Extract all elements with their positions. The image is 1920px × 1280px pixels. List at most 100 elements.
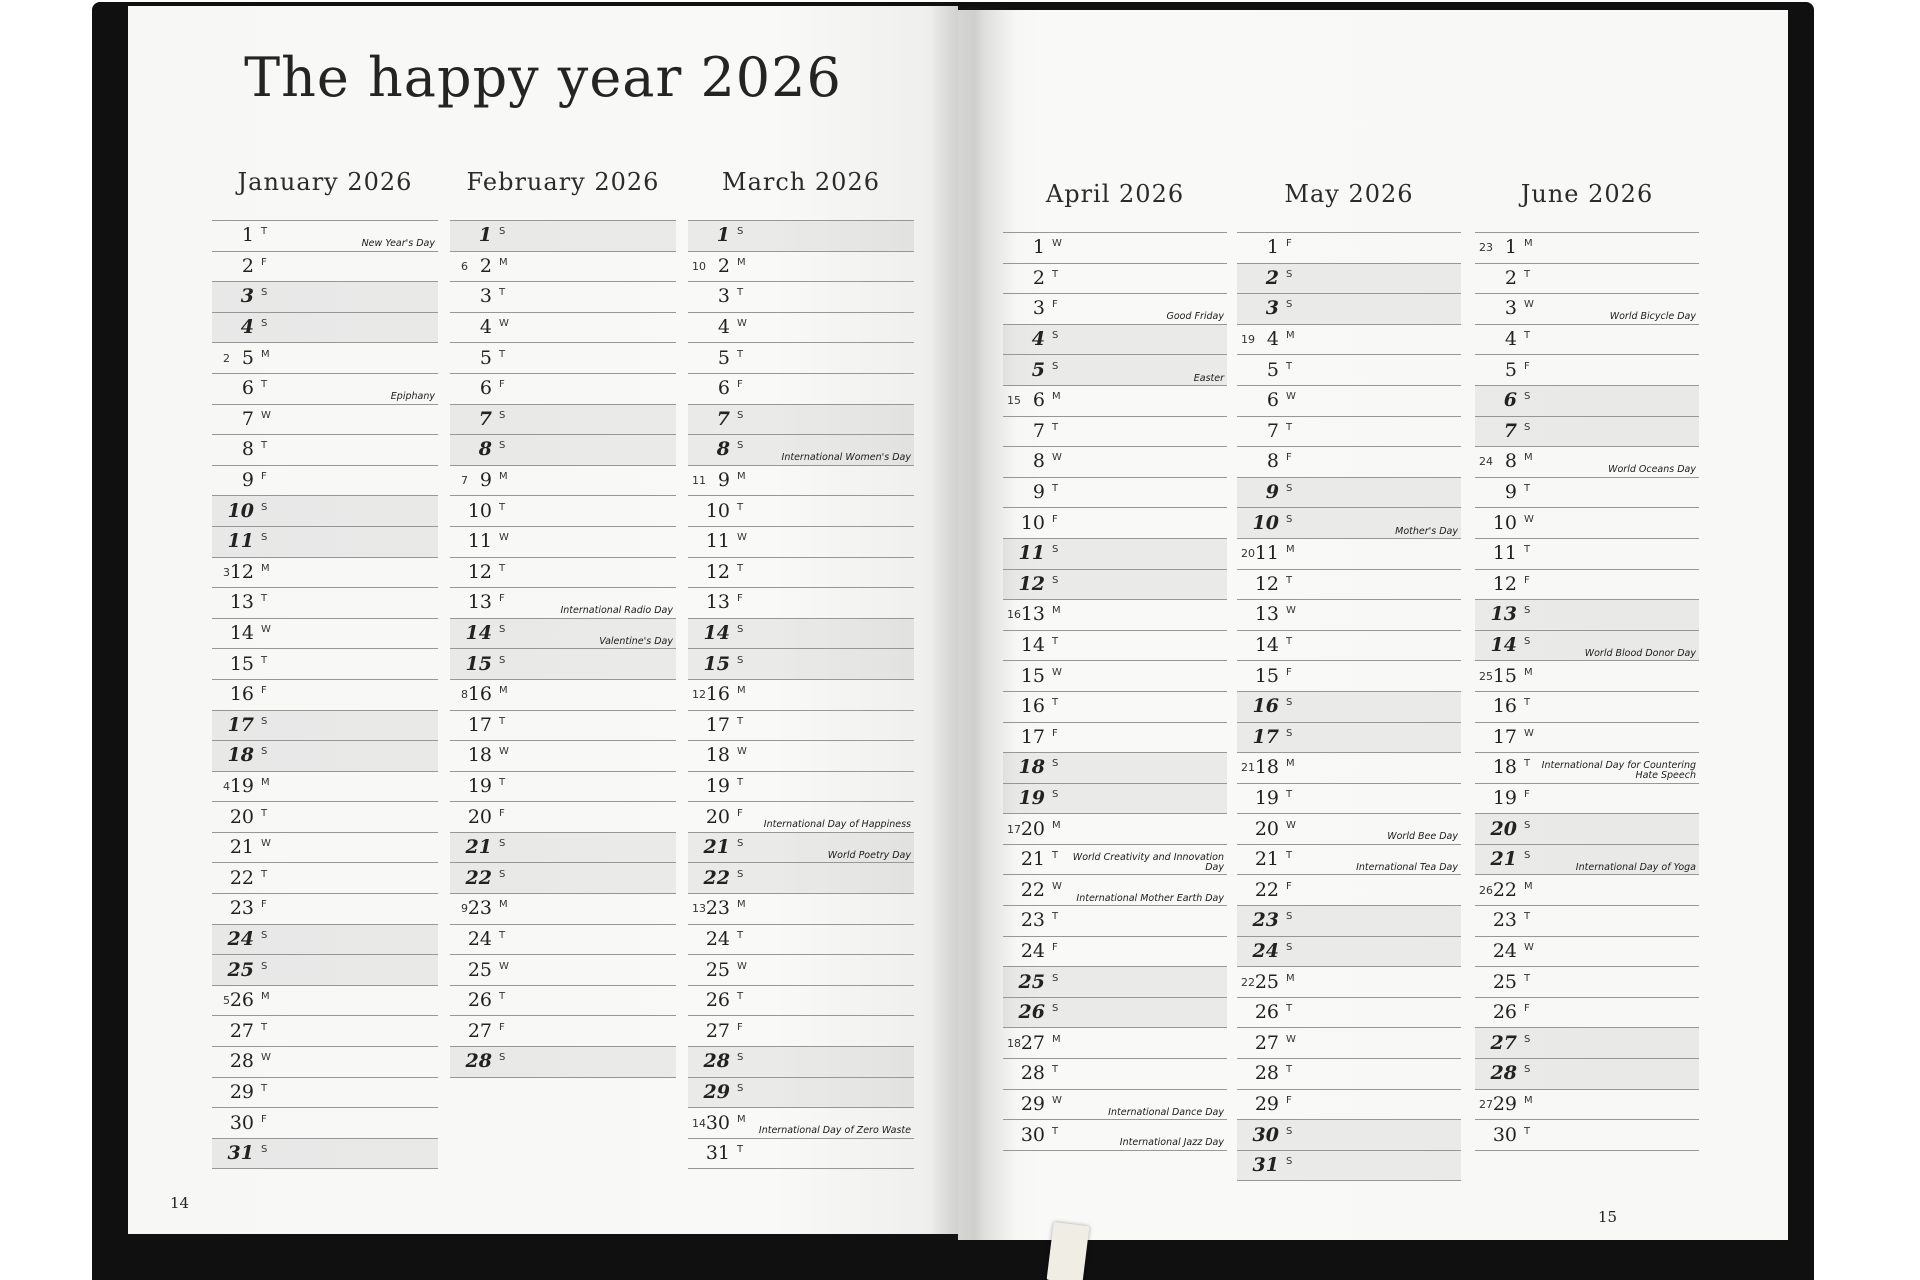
day-row: 30 S [1237, 1120, 1461, 1151]
day-number: 23 [229, 897, 254, 920]
day-row: 18 S [212, 741, 438, 772]
day-number: 28 [1490, 1062, 1517, 1085]
day-row: 25 W [450, 955, 676, 986]
day-row: 21 S International Day of Yoga [1475, 844, 1699, 876]
day-row: 9 23 M [450, 894, 676, 925]
day-number: 13 [467, 591, 492, 614]
page-number-left: 14 [170, 1194, 190, 1212]
day-number: 16 [467, 683, 492, 706]
weekday-letter: F [1052, 299, 1059, 311]
day-number: 30 [1492, 1123, 1517, 1146]
day-row: 6 F [688, 374, 914, 405]
weekday-letter: S [1524, 605, 1531, 617]
day-row: 20 F International Day of Happiness [688, 802, 914, 833]
day-row: 24 T [450, 925, 676, 956]
weekday-letter: T [499, 929, 506, 941]
day-number: 16 [1020, 695, 1045, 718]
day-number: 23 [467, 897, 492, 920]
day-number: 2 [717, 254, 730, 277]
day-number: 26 [467, 989, 492, 1012]
day-row: 3 S [1237, 294, 1461, 325]
weekday-letter: S [737, 838, 744, 850]
day-number: 14 [703, 622, 730, 645]
day-row: 10 S [212, 496, 438, 527]
weekday-letter: T [737, 929, 744, 941]
weekday-letter: W [737, 746, 748, 758]
day-number: 17 [467, 713, 492, 736]
day-number: 8 [716, 438, 730, 461]
holiday-label: International Jazz Day [1119, 1137, 1224, 1149]
day-number: 19 [229, 774, 254, 797]
day-row: 4 S [212, 312, 438, 344]
day-row: 2 S [1237, 263, 1461, 295]
day-number: 2 [1032, 266, 1045, 289]
weekday-letter: M [1052, 819, 1062, 831]
day-row: 4 W [450, 313, 676, 344]
day-number: 9 [717, 469, 730, 492]
day-number: 27 [467, 1019, 492, 1042]
day-row: 20 W World Bee Day [1237, 814, 1461, 845]
month-column-may: May 2026 1 F 2 S 3 S 19 4 M 5 T 6 W 7 T [1237, 174, 1461, 1182]
week-number: 2 [223, 351, 230, 365]
day-row: 16 13 M [1003, 600, 1227, 631]
day-row: 23 T [1475, 906, 1699, 937]
weekday-letter: S [261, 318, 268, 330]
weekday-letter: T [1286, 1003, 1293, 1015]
weekday-letter: T [1052, 268, 1059, 280]
day-number: 21 [1490, 848, 1517, 871]
day-row: 24 S [212, 924, 438, 956]
weekday-letter: T [1524, 1125, 1531, 1137]
weekday-letter: T [737, 348, 744, 360]
day-number: 15 [229, 652, 254, 675]
weekday-letter: S [1052, 360, 1059, 372]
day-row: 19 F [1475, 784, 1699, 815]
weekday-letter: S [737, 409, 744, 421]
weekday-letter: M [499, 685, 509, 697]
day-number: 3 [1032, 297, 1045, 320]
day-number: 28 [703, 1050, 730, 1073]
weekday-letter: T [499, 776, 506, 788]
bookmark-ribbon [1046, 1222, 1090, 1280]
weekday-letter: F [737, 593, 744, 605]
day-row: 12 S [1003, 569, 1227, 601]
day-row: 13 F International Radio Day [450, 588, 676, 619]
day-number: 9 [479, 469, 492, 492]
day-number: 20 [1254, 817, 1279, 840]
day-number: 12 [1492, 572, 1517, 595]
day-number: 2 [1504, 266, 1517, 289]
holiday-label: World Creativity and Innovation Day [1072, 851, 1224, 874]
month-column-march: March 2026 1 S 10 2 M 3 T 4 W 5 T 6 F 7 … [688, 156, 914, 1170]
week-number: 6 [461, 259, 468, 273]
weekday-letter: S [1524, 850, 1531, 862]
day-number: 21 [1020, 848, 1045, 871]
day-row: 12 F [1475, 570, 1699, 601]
week-number: 23 [1479, 241, 1493, 255]
day-row: 25 T [1475, 967, 1699, 998]
day-number: 22 [1020, 878, 1045, 901]
weekday-letter: M [737, 256, 747, 268]
day-row: 11 T [1475, 539, 1699, 570]
day-number: 21 [465, 836, 492, 859]
day-row: 18 W [688, 741, 914, 772]
day-row: 27 S [1475, 1028, 1699, 1060]
week-number: 22 [1241, 975, 1255, 989]
day-row: 24 S [1237, 936, 1461, 968]
day-row: 29 T [212, 1078, 438, 1109]
day-row: 2 F [212, 252, 438, 283]
weekday-letter: S [261, 715, 268, 727]
day-number: 20 [1490, 817, 1517, 840]
weekday-letter: T [1524, 268, 1531, 280]
day-number: 1 [241, 224, 254, 247]
weekday-letter: F [499, 1021, 506, 1033]
day-number: 13 [1020, 603, 1045, 626]
weekday-letter: F [261, 899, 268, 911]
day-row: 26 T [1237, 998, 1461, 1029]
day-number: 4 [1266, 328, 1279, 351]
weekday-letter: T [1052, 1064, 1059, 1076]
weekday-letter: M [1052, 1033, 1062, 1045]
month-title: June 2026 [1520, 180, 1654, 208]
day-row: 29 W International Dance Day [1003, 1090, 1227, 1121]
weekday-letter: M [737, 899, 747, 911]
holiday-label: International Women's Day [781, 452, 911, 464]
weekday-letter: T [1524, 544, 1531, 556]
